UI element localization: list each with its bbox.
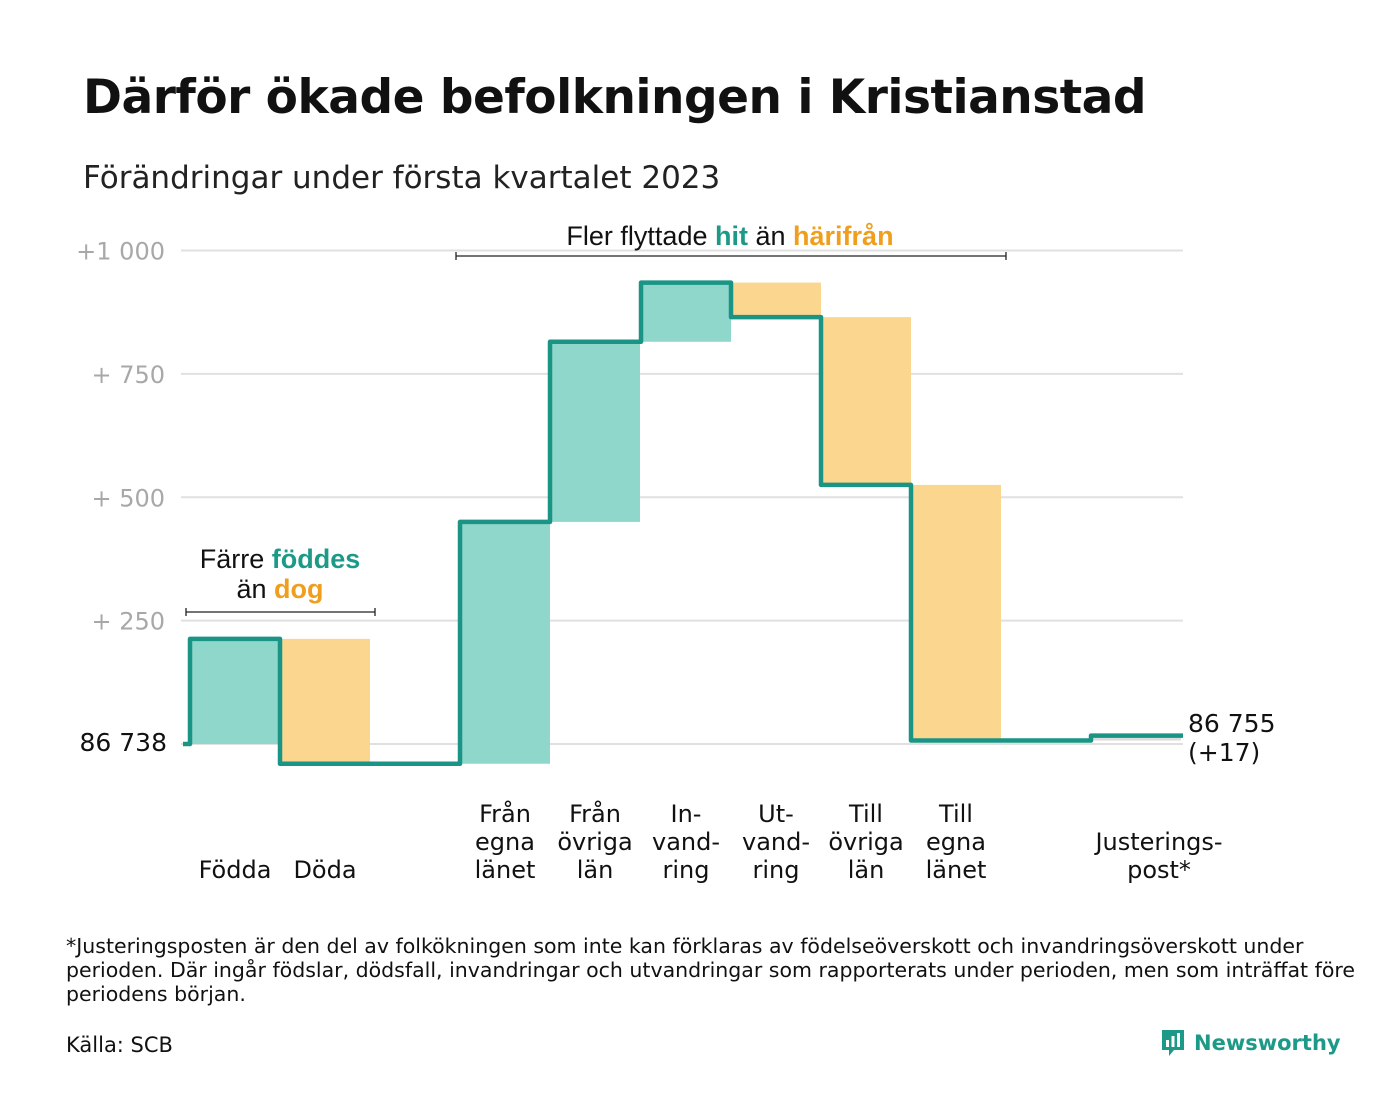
bar-fran_ovriga [550, 341, 640, 522]
category-label-till_ovriga: övriga [828, 828, 903, 856]
bar-justering [1091, 735, 1181, 741]
y-tick-label: + 750 [91, 361, 165, 389]
annotation-line-birth_death: än dog [236, 574, 323, 604]
category-label-fran_ovriga: övriga [557, 828, 632, 856]
category-label-fran_ovriga: län [577, 856, 614, 884]
category-label-doda: Döda [293, 856, 356, 884]
step-line [183, 280, 1184, 766]
category-label-justering: post* [1127, 856, 1191, 884]
annotation-text: Fler flyttade [566, 221, 715, 251]
bar-utvandring [731, 282, 821, 318]
annotation-line-birth_death: Färre föddes [200, 544, 361, 574]
category-label-fran_egna: länet [475, 856, 536, 884]
category-label-utvandring: Ut- [758, 800, 794, 828]
step-line-path [183, 280, 1184, 766]
bar-invandring [641, 282, 731, 342]
source-note: Källa: SCB [66, 1033, 173, 1057]
annotation-text: härifrån [793, 221, 894, 251]
category-label-till_egna: egna [926, 828, 986, 856]
annotation-line-migration: Fler flyttade hit än härifrån [566, 221, 893, 251]
category-label-fodda: Födda [199, 856, 272, 884]
category-label-invandring: ring [663, 856, 710, 884]
category-label-till_egna: länet [926, 856, 987, 884]
category-label-utvandring: ring [753, 856, 800, 884]
chart-title: Därför ökade befolkningen i Kristianstad [83, 70, 1147, 125]
annotation-text: Färre [200, 544, 272, 574]
category-label-invandring: vand- [652, 828, 720, 856]
annotation-bracket-birth-death [185, 608, 376, 616]
annotation-text: än [236, 574, 274, 604]
category-label-fran_ovriga: Från [569, 799, 621, 828]
y-tick-label: + 500 [91, 484, 165, 512]
category-label-fran_egna: Från [479, 799, 531, 828]
annotation-text: hit [715, 221, 748, 251]
annotation-text: föddes [272, 544, 361, 574]
y-tick-label: + 250 [91, 608, 165, 636]
footnote: *Justeringsposten är den del av folkökni… [66, 934, 1355, 1006]
category-label-till_ovriga: Till [848, 800, 883, 828]
category-label-till_ovriga: län [848, 856, 885, 884]
brand-name: Newsworthy [1194, 1031, 1341, 1055]
bar-doda [280, 638, 370, 764]
y-tick-label: +1 000 [76, 238, 165, 266]
category-label-till_egna: Till [938, 800, 973, 828]
end-change-label: (+17) [1188, 738, 1260, 767]
annotation-text: än [748, 221, 793, 251]
category-label-justering: Justerings- [1093, 828, 1222, 856]
category-label-utvandring: vand- [742, 828, 810, 856]
bar-chart-icon [1162, 1030, 1184, 1056]
bars [190, 282, 1181, 764]
annotation-text: dog [274, 574, 323, 604]
end-value-label: 86 755 [1188, 709, 1275, 738]
category-label-fran_egna: egna [475, 828, 535, 856]
bar-till_egna [911, 484, 1001, 741]
bar-till_ovriga [821, 317, 911, 485]
category-label-invandring: In- [671, 800, 702, 828]
annotation-bracket-migration [455, 252, 1007, 260]
start-value-label: 86 738 [80, 728, 167, 757]
chart-subtitle: Förändringar under första kvartalet 2023 [83, 160, 721, 196]
bar-fodda [190, 638, 280, 744]
bar-fran_egna [460, 521, 550, 764]
brand-logo: Newsworthy [1160, 1026, 1341, 1060]
